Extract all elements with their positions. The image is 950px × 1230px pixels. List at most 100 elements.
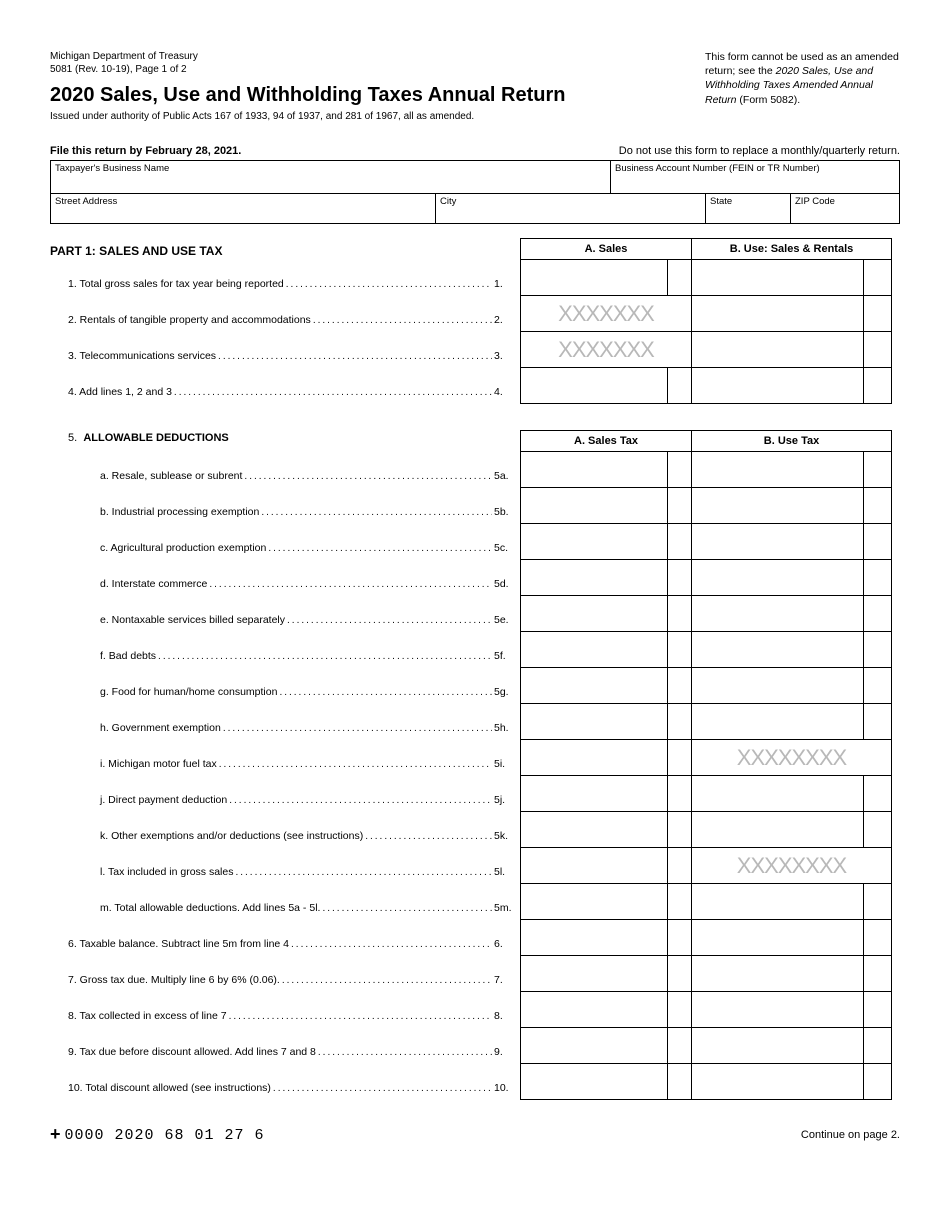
dept-name: Michigan Department of Treasury [50,50,566,63]
line-6-b-cents[interactable] [864,920,892,956]
line-5h-b-cents[interactable] [864,704,892,740]
line-7-a-dollars[interactable] [520,956,668,992]
account-number-field[interactable]: Business Account Number (FEIN or TR Numb… [611,161,899,193]
line-8-b-cents[interactable] [864,992,892,1028]
line-5m-a-cents[interactable] [668,884,692,920]
line-5m-b-cents[interactable] [864,884,892,920]
line-5m-row: m. Total allowable deductions. Add lines… [50,884,900,920]
line-5e-b-dollars[interactable] [692,596,864,632]
line-1-a-dollars[interactable] [520,260,668,296]
business-name-field[interactable]: Taxpayer's Business Name [51,161,611,193]
line-5a-a-cents[interactable] [668,452,692,488]
line-5g-b-cents[interactable] [864,668,892,704]
line-6-a-dollars[interactable] [520,920,668,956]
line-5e-b-cents[interactable] [864,596,892,632]
line-7-b-dollars[interactable] [692,956,864,992]
line-10-b-dollars[interactable] [692,1064,864,1100]
line-5d-a-dollars[interactable] [520,560,668,596]
line-9-a-dollars[interactable] [520,1028,668,1064]
line-5l-row: l. Tax included in gross sales..........… [50,848,900,884]
line-2-num: 2. [494,296,520,332]
line-5g-a-dollars[interactable] [520,668,668,704]
line-10-a-dollars[interactable] [520,1064,668,1100]
line-1-a-cents[interactable] [668,260,692,296]
form-number-line: 5081 (Rev. 10-19), Page 1 of 2 [50,63,566,76]
line-5d-a-cents[interactable] [668,560,692,596]
line-5g-b-dollars[interactable] [692,668,864,704]
line-5k-a-dollars[interactable] [520,812,668,848]
line-5e-row: e. Nontaxable services billed separately… [50,596,900,632]
line-2-b-cents[interactable] [864,296,892,332]
street-field[interactable]: Street Address [51,194,436,223]
line-5d-row: d. Interstate commerce..................… [50,560,900,596]
line-6-a-cents[interactable] [668,920,692,956]
line-5a-b-dollars[interactable] [692,452,864,488]
line-2-b-dollars[interactable] [692,296,864,332]
line-5l-a-cents[interactable] [668,848,692,884]
line-4-a-cents[interactable] [668,368,692,404]
line-5i-a-dollars[interactable] [520,740,668,776]
line-5l-a-dollars[interactable] [520,848,668,884]
line-9-b-dollars[interactable] [692,1028,864,1064]
line-5d-b-dollars[interactable] [692,560,864,596]
line-5d-b-cents[interactable] [864,560,892,596]
line-5e-a-dollars[interactable] [520,596,668,632]
line-5j-b-cents[interactable] [864,776,892,812]
line-5f-b-dollars[interactable] [692,632,864,668]
line-5k-a-cents[interactable] [668,812,692,848]
line-5b-b-dollars[interactable] [692,488,864,524]
line-5c-a-cents[interactable] [668,524,692,560]
line-4-b-dollars[interactable] [692,368,864,404]
line-5a-a-dollars[interactable] [520,452,668,488]
line-5l-num: 5l. [494,848,520,884]
line-5f-a-cents[interactable] [668,632,692,668]
line-5j-a-dollars[interactable] [520,776,668,812]
line-5k-b-dollars[interactable] [692,812,864,848]
line-5h-a-dollars[interactable] [520,704,668,740]
line-9-b-cents[interactable] [864,1028,892,1064]
line-5h-a-cents[interactable] [668,704,692,740]
line-5i-a-cents[interactable] [668,740,692,776]
line-5b-a-cents[interactable] [668,488,692,524]
line-5c-b-cents[interactable] [864,524,892,560]
line-5a-b-cents[interactable] [864,452,892,488]
line-9-a-cents[interactable] [668,1028,692,1064]
line-5e-a-cents[interactable] [668,596,692,632]
line-5k-b-cents[interactable] [864,812,892,848]
line-5g-label: g. Food for human/home consumption......… [50,668,494,704]
line-4-b-cents[interactable] [864,368,892,404]
line-5b-a-dollars[interactable] [520,488,668,524]
line-5j-a-cents[interactable] [668,776,692,812]
line-6-b-dollars[interactable] [692,920,864,956]
line-5g-a-cents[interactable] [668,668,692,704]
col-b-usetax-header: B. Use Tax [692,430,892,452]
line-5b-b-cents[interactable] [864,488,892,524]
line-1-b-dollars[interactable] [692,260,864,296]
line-5c-a-dollars[interactable] [520,524,668,560]
line-3-b-dollars[interactable] [692,332,864,368]
col-b-use-header: B. Use: Sales & Rentals [692,238,892,260]
line-7-a-cents[interactable] [668,956,692,992]
city-field[interactable]: City [436,194,706,223]
line-5m-b-dollars[interactable] [692,884,864,920]
line-1-b-cents[interactable] [864,260,892,296]
line-5m-a-dollars[interactable] [520,884,668,920]
line-5c-b-dollars[interactable] [692,524,864,560]
line-1-row: 1. Total gross sales for tax year being … [50,260,900,296]
line-10-a-cents[interactable] [668,1064,692,1100]
line-5c-row: c. Agricultural production exemption....… [50,524,900,560]
line-8-b-dollars[interactable] [692,992,864,1028]
state-field[interactable]: State [706,194,791,223]
line-10-b-cents[interactable] [864,1064,892,1100]
line-5f-b-cents[interactable] [864,632,892,668]
line-5f-a-dollars[interactable] [520,632,668,668]
line-5h-b-dollars[interactable] [692,704,864,740]
line-3-b-cents[interactable] [864,332,892,368]
line-8-a-dollars[interactable] [520,992,668,1028]
line-7-b-cents[interactable] [864,956,892,992]
form-header: Michigan Department of Treasury 5081 (Re… [50,50,900,137]
line-5j-b-dollars[interactable] [692,776,864,812]
zip-field[interactable]: ZIP Code [791,194,899,223]
line-8-a-cents[interactable] [668,992,692,1028]
line-4-a-dollars[interactable] [520,368,668,404]
